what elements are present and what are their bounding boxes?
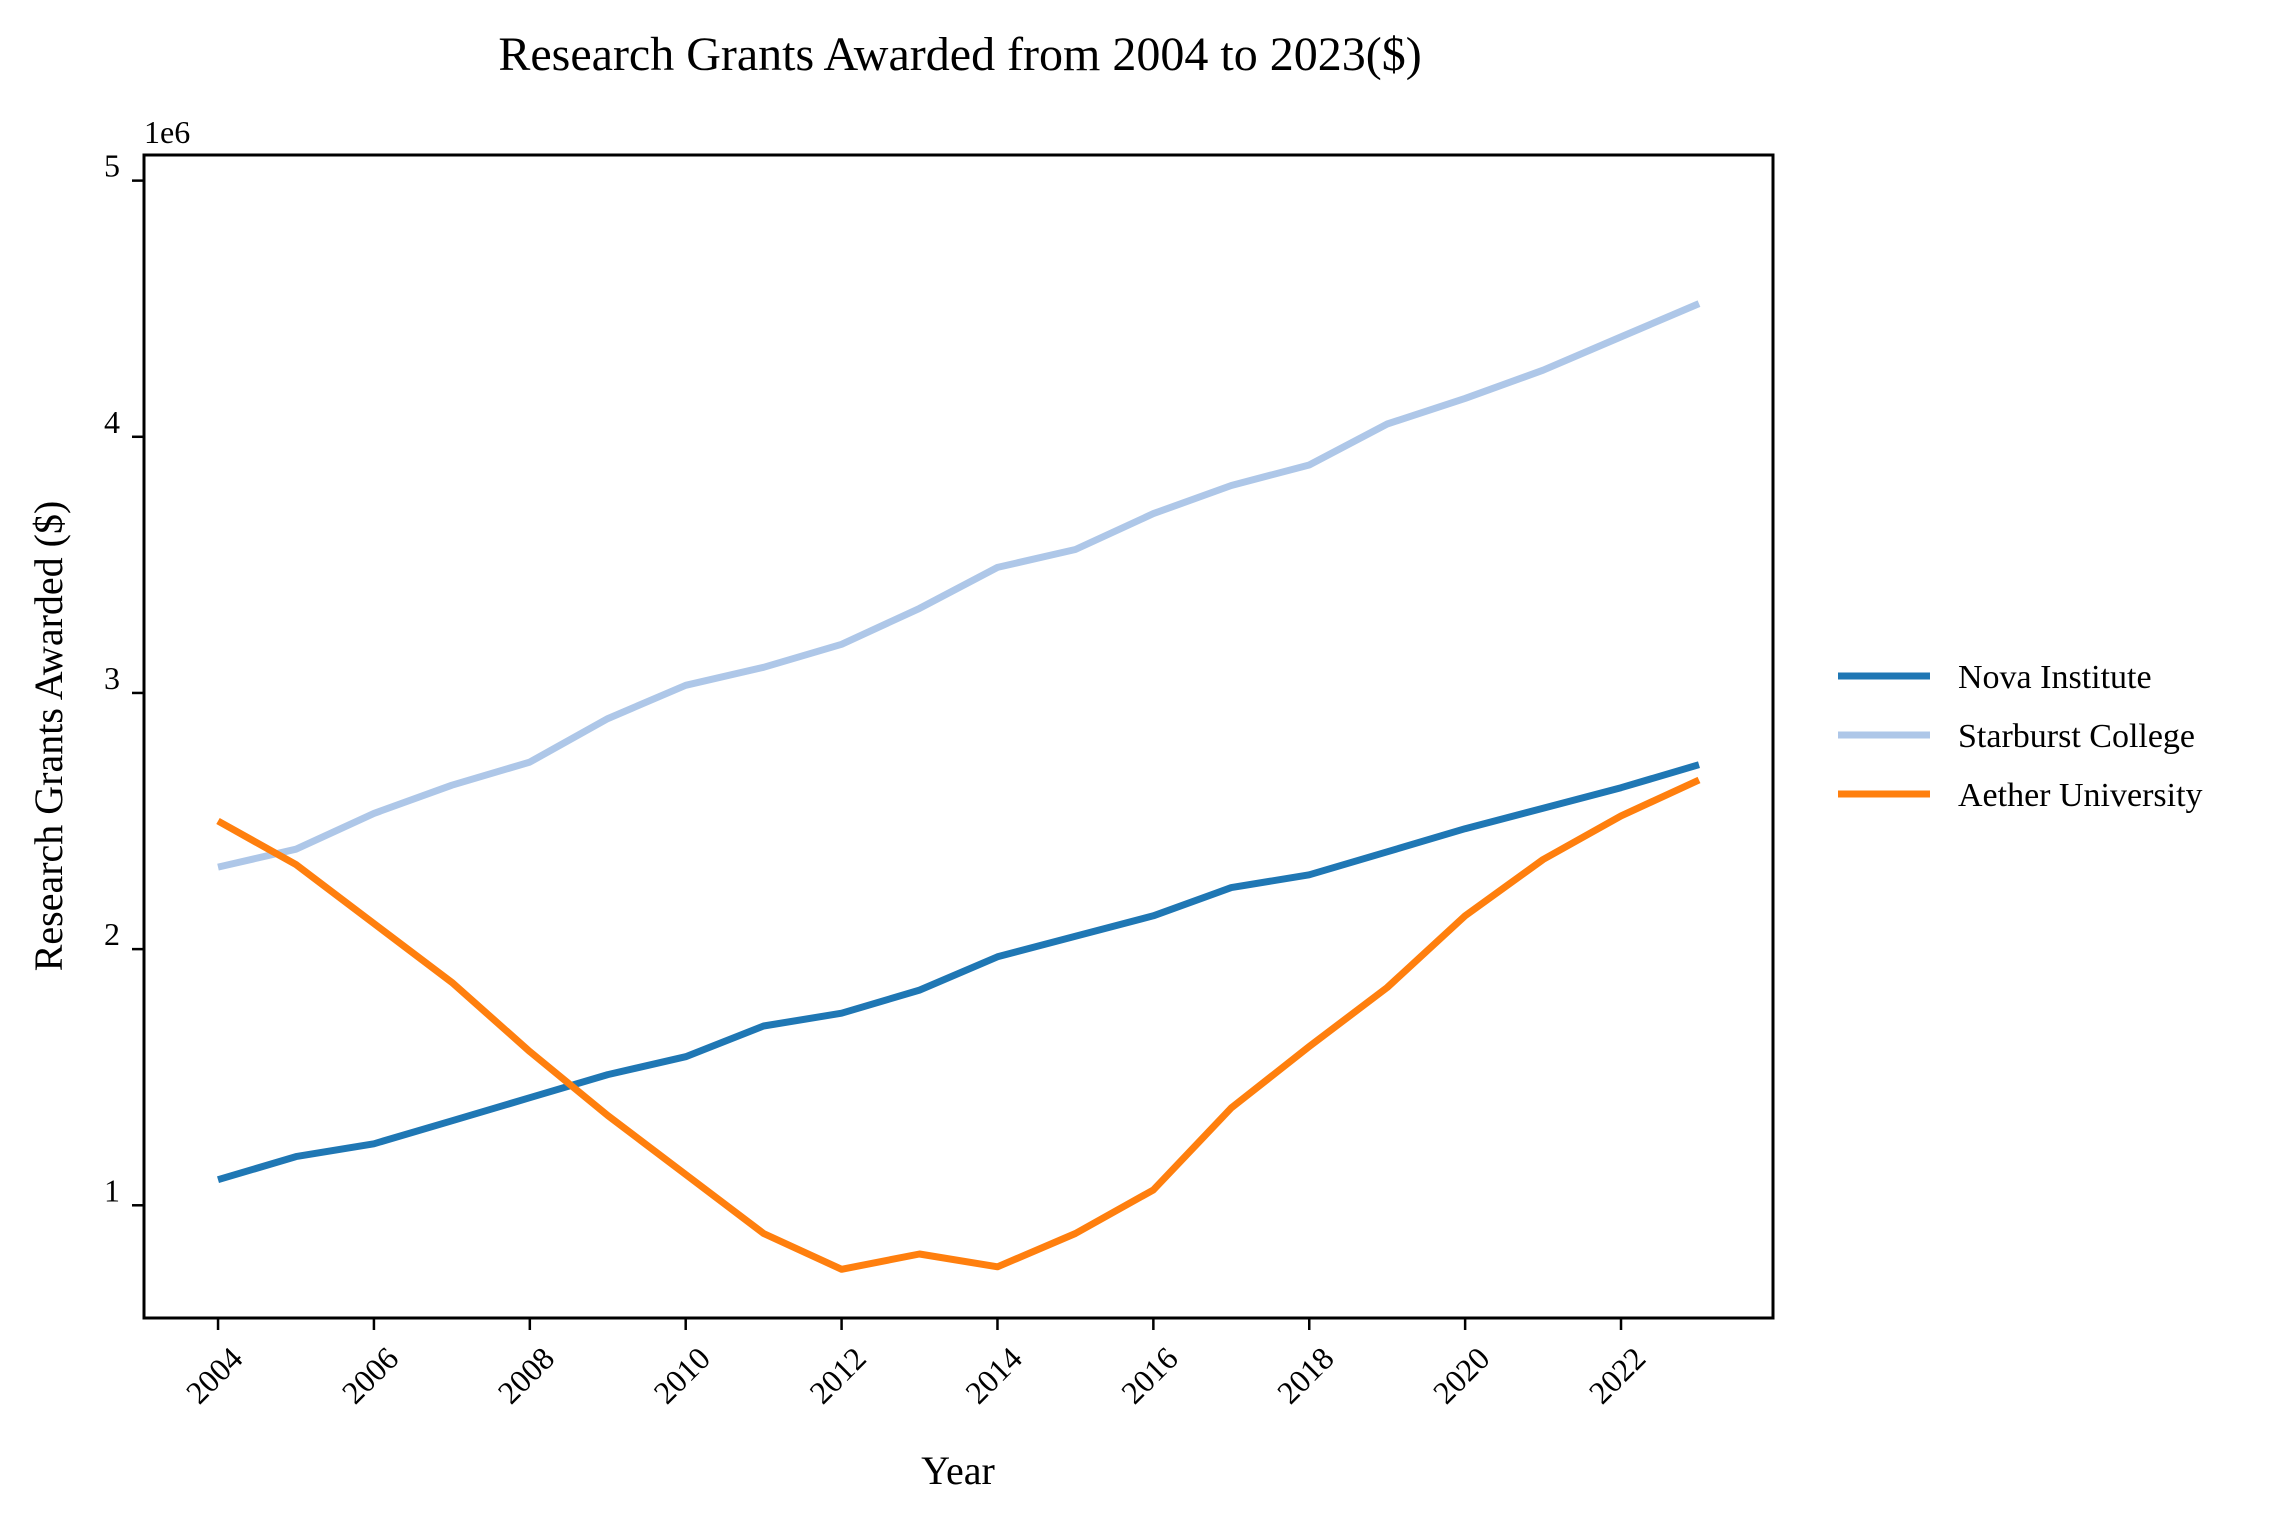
series-line-0: [217, 761, 1700, 1184]
series-layer: [216, 300, 1701, 1273]
x-tick-label: 2018: [1270, 1340, 1341, 1411]
plot-frame: [142, 153, 1775, 1320]
series-line-2: [216, 776, 1701, 1273]
y-axis-offset-label: 1e6: [144, 114, 190, 150]
x-tick-label: 2012: [802, 1340, 873, 1411]
series-line-1: [217, 300, 1701, 871]
legend-label-0: Nova Institute: [1958, 659, 2152, 696]
y-axis: 1 2 3 4 5: [104, 148, 144, 1208]
x-tick-label: 2016: [1114, 1340, 1185, 1411]
chart-title: Research Grants Awarded from 2004 to 202…: [498, 28, 1421, 81]
legend: Nova Institute Starburst College Aether Un…: [1838, 659, 2203, 814]
y-axis-label: Research Grants Awarded ($): [26, 501, 71, 972]
y-tick-label: 3: [104, 660, 120, 696]
x-tick-label: 2004: [179, 1340, 250, 1411]
y-tick-label: 5: [104, 148, 120, 184]
x-tick-label: 2020: [1426, 1340, 1497, 1411]
x-axis: 2004 2006 2008 2010 2012 2014 2016 2018 2020 2022: [179, 1318, 1653, 1411]
y-tick-label: 4: [104, 404, 120, 440]
legend-label-1: Starburst College: [1958, 718, 2195, 755]
x-tick-label: 2010: [646, 1340, 717, 1411]
x-tick-label: 2006: [335, 1340, 406, 1411]
x-tick-label: 2022: [1582, 1340, 1653, 1411]
x-tick-label: 2014: [958, 1340, 1029, 1411]
y-tick-label: 2: [104, 916, 120, 952]
y-tick-label: 1: [104, 1172, 120, 1208]
x-axis-label: Year: [921, 1448, 995, 1493]
legend-label-2: Aether University: [1958, 777, 2203, 814]
x-tick-label: 2008: [490, 1340, 561, 1411]
